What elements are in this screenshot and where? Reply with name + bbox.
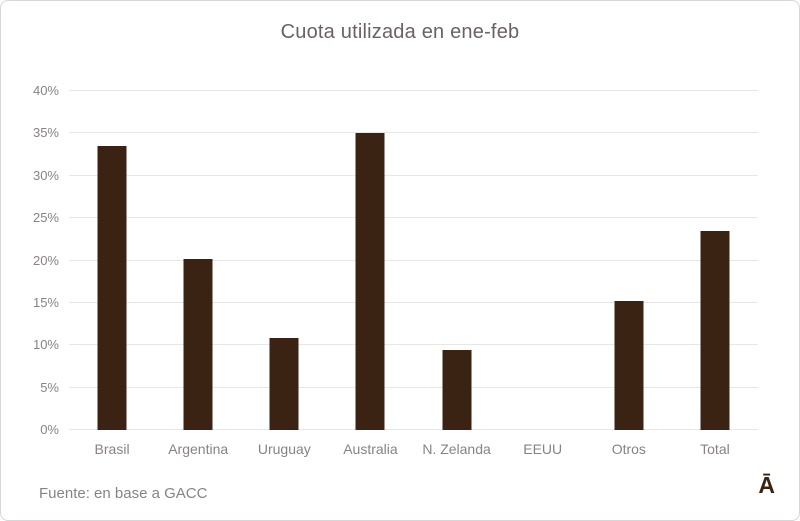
gridline-0% (69, 429, 758, 430)
bar-total (700, 230, 730, 430)
bar-n-zelanda (442, 350, 472, 430)
source-note: Fuente: en base a GACC (39, 485, 208, 502)
x-tick-n-zelanda: N. Zelanda (422, 441, 491, 457)
gridline-20% (69, 259, 758, 261)
y-tick-label-30%: 30% (32, 167, 59, 183)
y-tick-label-10%: 10% (32, 337, 59, 353)
bar-argentina (183, 258, 213, 430)
brand-logo: Ā (758, 472, 775, 498)
gridline-5% (69, 386, 758, 388)
x-axis: Brasil Argentina Uruguay Australia N. Zeland… (69, 441, 758, 457)
x-tick-australia: Australia (343, 441, 398, 457)
gridline-35% (69, 132, 758, 134)
gridline-30% (69, 174, 758, 176)
x-tick-eeuu: EEUU (523, 441, 563, 457)
x-tick-argentina: Argentina (168, 441, 229, 457)
y-tick-label-25%: 25% (32, 210, 59, 226)
x-tick-brasil: Brasil (94, 441, 130, 457)
bar-uruguay (269, 338, 299, 430)
bar-brasil (97, 146, 127, 430)
gridline-25% (69, 217, 758, 219)
gridline-15% (69, 301, 758, 303)
y-tick-label-35%: 35% (32, 125, 59, 141)
plot-area (69, 90, 758, 430)
x-tick-total: Total (700, 441, 730, 457)
y-tick-label-15%: 15% (32, 294, 59, 310)
y-tick-label-20%: 20% (32, 252, 59, 268)
chart-title: Cuota utilizada en ene-feb (280, 21, 520, 43)
bar-otros (614, 301, 644, 430)
y-tick-label-40%: 40% (32, 83, 59, 98)
gridline-40% (69, 90, 758, 91)
gridline-10% (69, 344, 758, 346)
y-tick-label-5%: 5% (40, 379, 59, 395)
y-tick-label-0%: 0% (40, 422, 59, 437)
y-axis: 0% 5% 10% 15% 20% 25% 30% 35% 40% (1, 84, 59, 437)
bar-australia (355, 133, 385, 430)
x-tick-uruguay: Uruguay (257, 441, 311, 457)
x-tick-otros: Otros (611, 441, 646, 457)
